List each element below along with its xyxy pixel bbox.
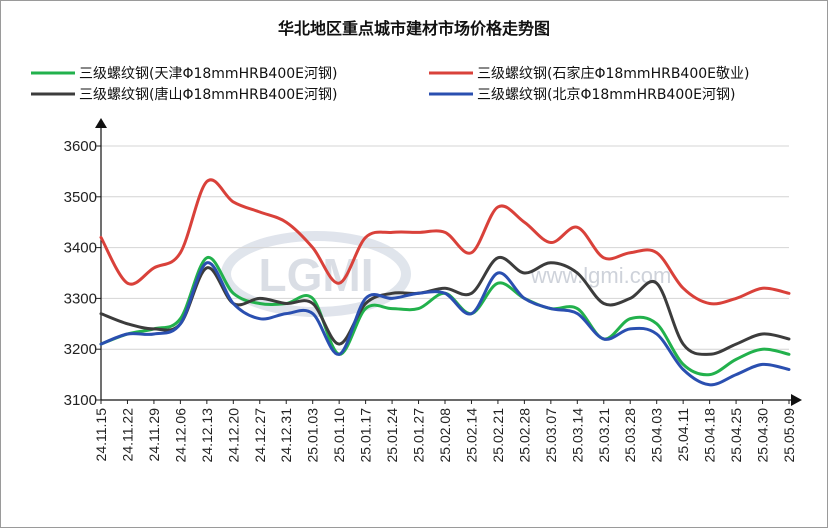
y-tick-label-3300: 3300 [64,290,97,307]
x-tick-label-14: 25.02.14 [463,408,479,463]
x-tick-label-23: 25.04.18 [702,408,718,463]
x-tick-label-9: 25.01.10 [331,408,347,463]
x-tick-label-13: 25.02.08 [437,408,453,463]
x-tick-label-19: 25.03.21 [596,408,612,463]
series-lines [99,178,791,387]
x-tick-label-17: 25.03.07 [543,408,559,463]
x-tick-label-5: 24.12.20 [225,408,241,463]
series-line-beijing [99,261,791,387]
y-tick-label-3500: 3500 [64,189,97,206]
x-tick-label-4: 24.12.13 [199,408,215,463]
x-tick-label-0: 24.11.15 [93,408,109,462]
series-line-tangshan [99,255,791,356]
x-tick-label-20: 25.03.28 [622,408,638,463]
x-tick-label-1: 24.11.22 [119,408,135,462]
chart-title: 华北地区重点城市建材市场价格走势图 [278,19,550,38]
legend-item-shijiazhuang[interactable]: 三级螺纹钢(石家庄Φ18mmHRB400E敬业) [429,65,749,82]
legend-item-tianjin[interactable]: 三级螺纹钢(天津Φ18mmHRB400E河钢) [31,66,337,82]
x-tick-label-24: 25.04.25 [728,408,744,463]
watermark-logo-ring [221,231,411,317]
watermark-url: www.lgmi.com [530,263,672,288]
y-tick-label-3400: 3400 [64,240,97,257]
legend-item-tangshan[interactable]: 三级螺纹钢(唐山Φ18mmHRB400E河钢) [31,86,337,103]
x-tick-label-16: 25.02.28 [516,408,532,463]
y-tick-label-3200: 3200 [64,341,97,358]
series-line-tianjin [99,256,791,377]
legend: 三级螺纹钢(天津Φ18mmHRB400E河钢) 三级螺纹钢(石家庄Φ18mmHR… [31,65,749,103]
x-tick-label-21: 25.04.03 [649,408,665,463]
x-tick-labels: 24.11.15 24.11.22 24.11.29 24.12.06 24.12.13… [93,408,797,463]
legend-label-tianjin: 三级螺纹钢(天津Φ18mmHRB400E河钢) [79,66,337,82]
x-tick-label-8: 25.01.03 [305,408,321,463]
x-tick-label-15: 25.02.21 [490,408,506,463]
axes [95,118,802,406]
x-tick-label-25: 25.04.30 [755,408,771,463]
x-tick-label-11: 25.01.24 [384,408,400,463]
x-tick-label-7: 24.12.31 [278,408,294,463]
x-tick-label-26: 25.05.09 [781,408,797,463]
legend-item-beijing[interactable]: 三级螺纹钢(北京Φ18mmHRB400E河钢) [429,87,735,103]
x-tick-label-2: 24.11.29 [146,408,162,462]
y-tick-label-3100: 3100 [64,392,97,409]
legend-label-tangshan: 三级螺纹钢(唐山Φ18mmHRB400E河钢) [79,86,337,103]
x-tick-label-18: 25.03.14 [569,408,585,463]
y-tick-labels: 3100 3200 3300 3400 3500 3600 [64,138,97,409]
x-tick-label-22: 25.04.11 [675,408,691,462]
legend-label-beijing: 三级螺纹钢(北京Φ18mmHRB400E河钢) [477,87,735,103]
legend-label-shijiazhuang: 三级螺纹钢(石家庄Φ18mmHRB400E敬业) [477,65,749,82]
gridlines [101,145,789,350]
y-tick-label-3600: 3600 [64,138,97,155]
x-axis-arrow [791,394,802,406]
y-axis-arrow [95,118,107,128]
series-line-shijiazhuang [99,178,791,306]
x-tick-label-12: 25.01.27 [411,408,427,463]
x-tick-label-6: 24.12.27 [252,408,268,463]
x-tick-label-10: 25.01.17 [358,408,374,463]
x-tick-label-3: 24.12.06 [172,408,188,463]
